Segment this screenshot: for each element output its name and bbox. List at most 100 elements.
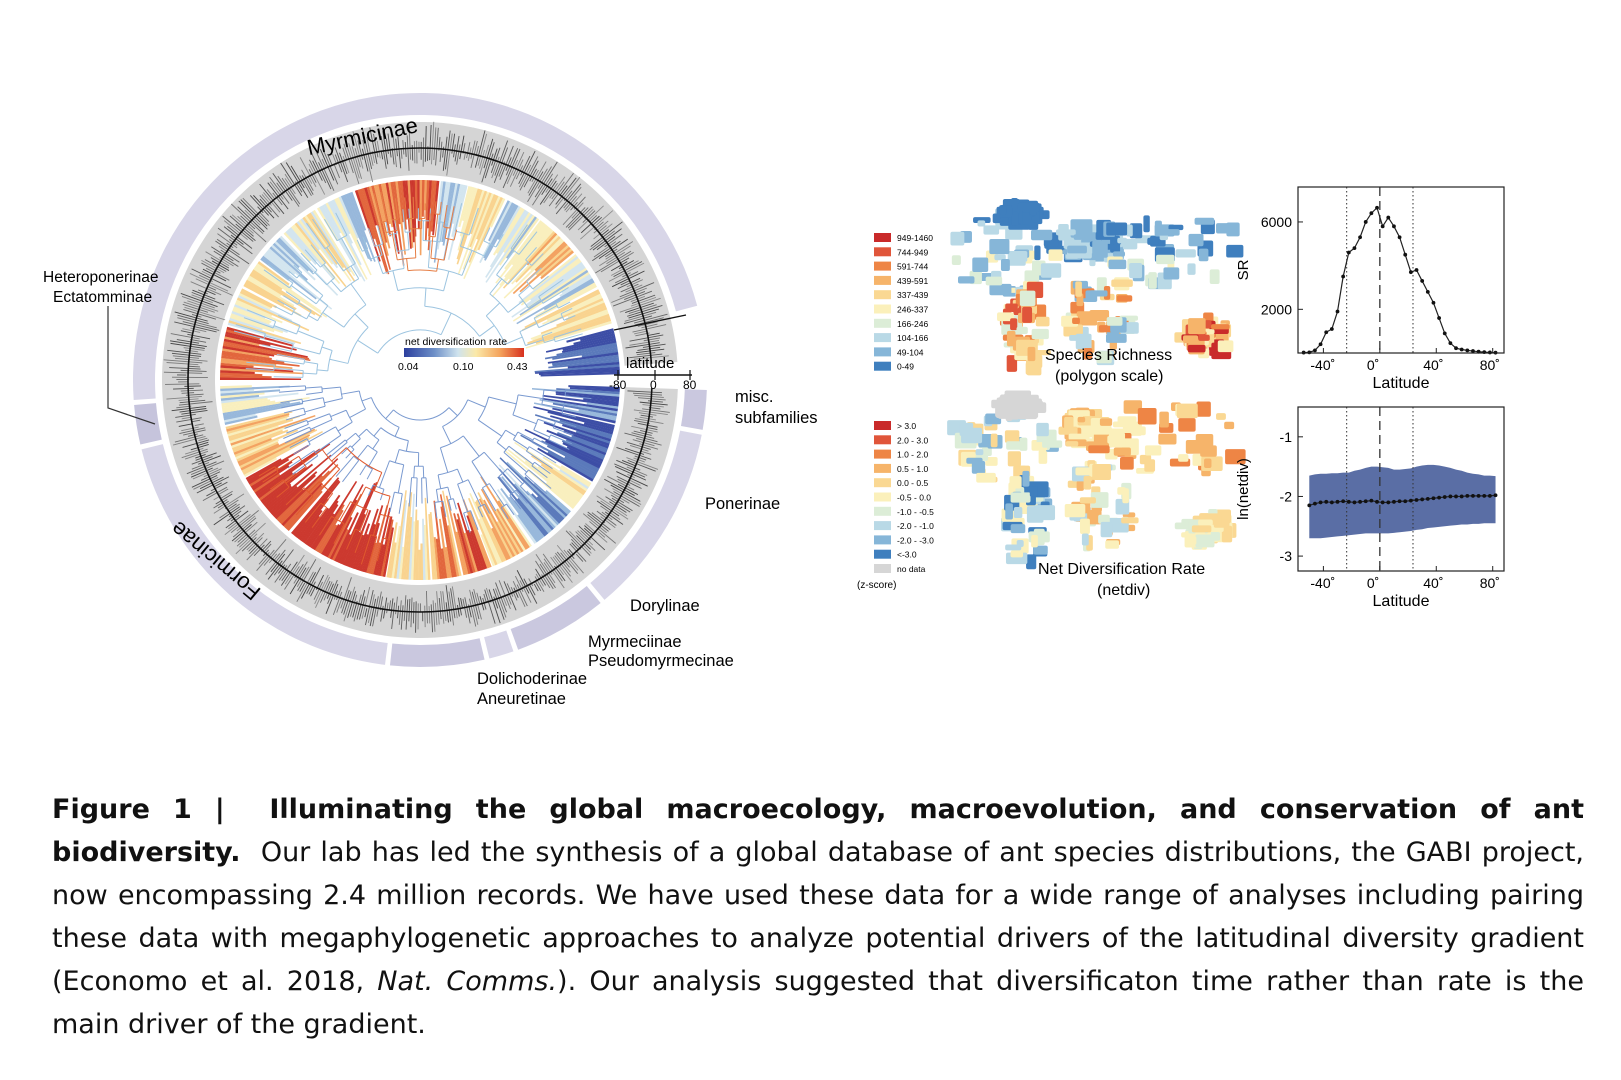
- data-point: [1307, 503, 1312, 508]
- latitude-range-bar: [506, 159, 519, 185]
- label-heteroponerinae: Heteroponerinae: [43, 269, 158, 286]
- latitude-range-bar: [280, 162, 303, 197]
- netdiv-legend: > 3.02.0 - 3.01.0 - 2.00.5 - 1.00.0 - 0.…: [874, 421, 934, 574]
- branch: [508, 445, 534, 465]
- tip-wedge: [260, 466, 307, 503]
- latitude-range-bar: [198, 455, 221, 465]
- latitude-label: latitude: [626, 355, 674, 372]
- map-polygon: [951, 255, 961, 266]
- tip-wedge: [524, 428, 602, 467]
- data-point: [1358, 235, 1362, 240]
- map-polygon: [1070, 219, 1093, 234]
- latitude-range-bar: [395, 138, 398, 157]
- tip-wedge: [430, 180, 437, 232]
- tip-wedge: [457, 191, 490, 275]
- legend-label: no data: [897, 564, 926, 574]
- latitude-range-bar: [232, 517, 257, 538]
- latitude-range-bar: [230, 234, 244, 245]
- data-point: [1465, 348, 1470, 353]
- map-polygon: [1157, 229, 1180, 236]
- latitude-range-bar: [634, 420, 650, 424]
- legend-swatch: [874, 318, 891, 328]
- tip-wedge: [435, 538, 443, 580]
- branch: [485, 315, 506, 345]
- branch: [512, 414, 537, 425]
- tip-wedge: [357, 189, 376, 240]
- latitude-range-bar: [518, 150, 536, 185]
- latitude-range-bar: [268, 553, 278, 564]
- latitude-range-bar: [582, 210, 596, 223]
- latitude-range-bar: [180, 389, 203, 392]
- latitude-range-bar: [597, 531, 606, 538]
- map-polygon: [1075, 281, 1082, 297]
- branch: [398, 493, 403, 514]
- tip-wedge: [308, 504, 339, 548]
- tip-wedge: [225, 410, 293, 430]
- branch: [518, 394, 543, 400]
- tip-wedge: [514, 451, 581, 502]
- tip-wedge: [569, 387, 620, 393]
- branch: [532, 275, 549, 290]
- tip-wedge: [414, 180, 418, 219]
- latitude-range-bar: [600, 229, 609, 237]
- branch: [358, 428, 367, 437]
- tip-wedge: [274, 240, 316, 281]
- latitude-range-bar: [467, 147, 472, 161]
- data-point: [1397, 499, 1402, 504]
- latitude-range-bar: [506, 583, 514, 597]
- tip-color-wedges: [220, 180, 620, 580]
- tip-wedge: [241, 288, 278, 309]
- tip-wedge: [244, 281, 285, 306]
- map-polygon: [1090, 492, 1109, 508]
- map-polygon: [1022, 470, 1030, 487]
- latitude-range-bar: [434, 602, 438, 626]
- latitude-range-bar: [385, 138, 389, 154]
- branch: [273, 325, 297, 335]
- data-point: [1346, 250, 1351, 255]
- tip-wedge: [456, 519, 474, 574]
- latitude-range-bar: [276, 182, 285, 194]
- latitude-range-bar: [554, 176, 581, 209]
- latitude-range-bar: [339, 152, 348, 175]
- map-polygon: [1026, 394, 1039, 404]
- latitude-range-bar: [165, 383, 200, 385]
- map-polygon: [1221, 525, 1233, 543]
- branch: [447, 487, 452, 500]
- branch: [233, 330, 264, 340]
- latitude-range-bar: [392, 134, 397, 168]
- tip-wedge: [220, 389, 255, 394]
- legend-swatch: [874, 492, 891, 502]
- tip-wedge: [543, 421, 610, 447]
- map-polygon: [1064, 416, 1074, 431]
- branch: [379, 513, 391, 518]
- tip-wedge: [555, 393, 620, 402]
- map-polygon: [1010, 318, 1018, 331]
- branch: [467, 479, 482, 507]
- tip-wedge: [253, 267, 328, 318]
- latitude-range-bar: [641, 323, 658, 329]
- tip-wedge: [220, 385, 290, 392]
- latitude-range-bar: [626, 279, 643, 288]
- branch: [350, 283, 367, 306]
- latitude-range-bar: [182, 321, 220, 331]
- tip-wedge: [294, 222, 347, 288]
- branch: [425, 477, 429, 504]
- legend-swatch: [874, 275, 891, 285]
- latitude-range-bar: [406, 135, 410, 171]
- legend-swatch: [874, 261, 891, 271]
- branch: [293, 311, 307, 320]
- tip-wedge: [562, 337, 617, 352]
- data-point: [1408, 498, 1413, 503]
- latitude-range-bar: [584, 527, 593, 536]
- tip-wedge: [567, 361, 620, 369]
- tip-wedge: [439, 494, 457, 578]
- latitude-range-bar: [571, 211, 579, 219]
- latitude-range-bar: [181, 426, 199, 432]
- tip-wedge: [304, 494, 341, 545]
- data-point: [1459, 347, 1464, 352]
- latitude-range-bar: [273, 549, 294, 576]
- tip-wedge: [239, 290, 273, 309]
- map-polygon: [990, 433, 998, 448]
- tip-wedge: [237, 443, 280, 464]
- latitude-range-bar: [170, 340, 207, 348]
